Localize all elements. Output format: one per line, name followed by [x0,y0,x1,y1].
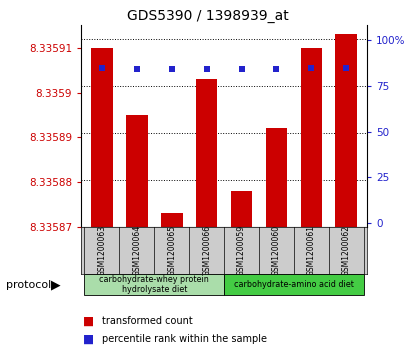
Text: GSM1200062: GSM1200062 [342,225,351,276]
Text: carbohydrate-whey protein
hydrolysate diet: carbohydrate-whey protein hydrolysate di… [99,275,209,294]
Bar [126,115,148,227]
Text: GSM1200059: GSM1200059 [237,225,246,276]
Bar [91,48,113,227]
FancyBboxPatch shape [224,274,364,295]
Text: carbohydrate-amino acid diet: carbohydrate-amino acid diet [234,280,354,289]
FancyBboxPatch shape [84,274,224,295]
Text: GSM1200061: GSM1200061 [307,225,316,276]
Text: transformed count: transformed count [102,316,193,326]
Text: GSM1200064: GSM1200064 [132,225,141,276]
Text: GSM1200066: GSM1200066 [202,225,211,276]
Bar [300,48,322,227]
Bar [266,129,287,227]
Text: ■: ■ [83,315,94,328]
Text: protocol: protocol [6,280,51,290]
Bar [196,79,217,227]
Text: GSM1200063: GSM1200063 [98,225,106,276]
Bar [335,34,357,227]
Text: GDS5390 / 1398939_at: GDS5390 / 1398939_at [127,9,288,23]
Text: ▶: ▶ [51,278,61,291]
Bar [231,191,252,227]
Text: GSM1200065: GSM1200065 [167,225,176,276]
Text: GSM1200060: GSM1200060 [272,225,281,276]
Bar [161,213,183,227]
Text: percentile rank within the sample: percentile rank within the sample [102,334,267,344]
Text: ■: ■ [83,333,94,346]
